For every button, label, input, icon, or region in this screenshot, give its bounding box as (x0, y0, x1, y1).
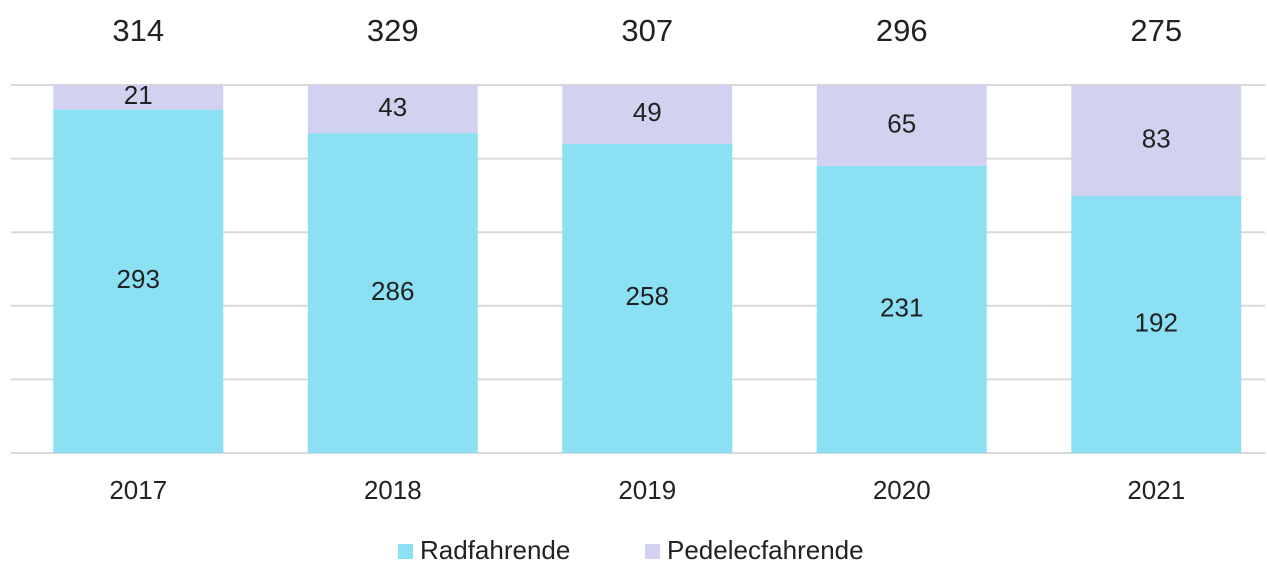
bar-segment (307, 85, 478, 134)
total-label: 307 (621, 13, 673, 48)
bar-segment (1071, 196, 1242, 453)
total-label: 296 (876, 13, 928, 48)
bar-segment (816, 85, 987, 166)
legend-swatch (645, 544, 660, 559)
data-label: 83 (1142, 123, 1171, 153)
total-label: 314 (112, 13, 164, 48)
data-label: 49 (633, 97, 662, 127)
data-label: 231 (880, 292, 923, 322)
data-label: 43 (378, 92, 407, 122)
legend-swatch (398, 544, 413, 559)
data-label: 21 (124, 80, 153, 110)
x-tick-label: 2019 (618, 475, 676, 505)
data-label: 286 (371, 276, 414, 306)
data-label: 293 (117, 264, 160, 294)
data-label: 258 (626, 281, 669, 311)
bar-segment (1071, 85, 1242, 197)
bar-segment (53, 85, 224, 110)
bar-segment (562, 143, 733, 454)
legend-label: Radfahrende (420, 535, 570, 564)
total-label: 329 (367, 13, 419, 48)
x-tick-label: 2020 (873, 475, 931, 505)
bar-segment (816, 165, 987, 454)
x-tick-label: 2021 (1127, 475, 1185, 505)
data-label: 65 (887, 108, 916, 138)
legend-label: Pedelecfahrende (667, 535, 864, 564)
bar-segment (307, 133, 478, 453)
data-label: 192 (1135, 307, 1178, 337)
bar-segment (562, 85, 733, 144)
bar-segment (53, 109, 224, 454)
x-tick-label: 2018 (364, 475, 422, 505)
x-tick-label: 2017 (109, 475, 167, 505)
total-label: 275 (1130, 13, 1182, 48)
